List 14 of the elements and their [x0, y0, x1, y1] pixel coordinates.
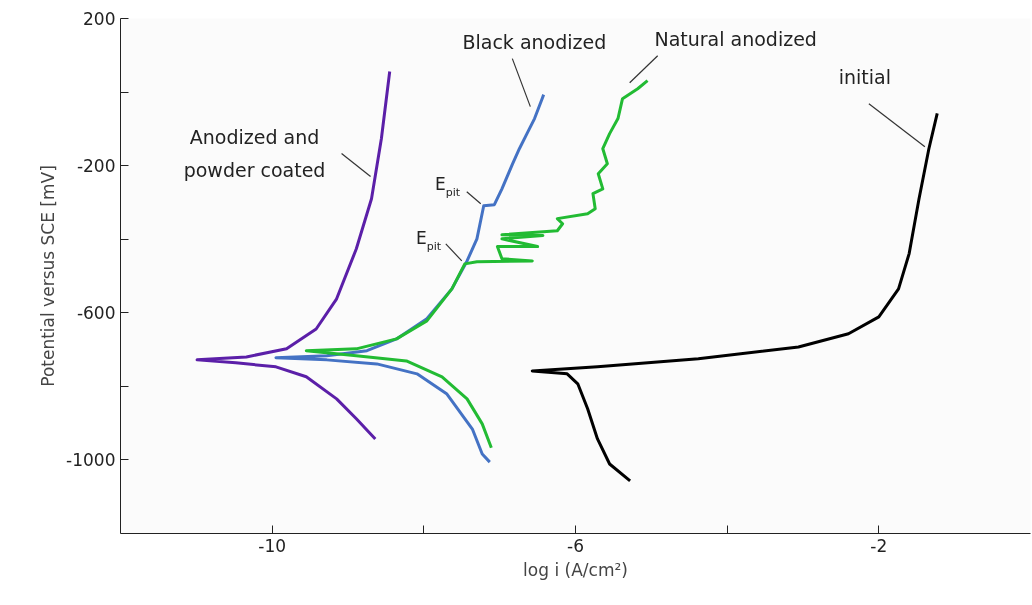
y-axis-title: Potential versus SCE [mV]: [38, 165, 59, 387]
y-tick-label: -1000: [66, 450, 116, 471]
x-tick-label: -10: [258, 535, 287, 556]
x-tick-label: -2: [870, 535, 888, 556]
annotation: Anodized and powder coated: [183, 126, 326, 182]
x-tick-label: -6: [567, 535, 584, 556]
x-axis-title: log i (A/cm²): [523, 559, 628, 580]
y-tick-label: 200: [83, 9, 116, 29]
annotation: Black anodized: [462, 30, 607, 53]
y-tick-label: -600: [76, 303, 116, 324]
y-tick-label: -200: [76, 156, 116, 177]
annotation: Natural anodized: [654, 27, 817, 50]
line-series: [530, 111, 939, 483]
annotation: initial: [838, 65, 892, 88]
